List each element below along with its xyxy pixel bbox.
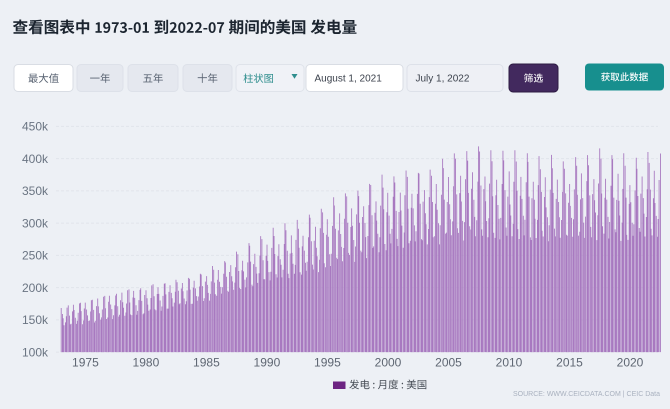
svg-text:2015: 2015	[556, 356, 583, 370]
svg-text:400k: 400k	[22, 152, 49, 166]
svg-text:300k: 300k	[22, 216, 49, 230]
svg-text:150k: 150k	[22, 313, 49, 327]
svg-text:100k: 100k	[22, 345, 49, 359]
svg-text:SOURCE: WWW.CEICDATA.COM | CEI: SOURCE: WWW.CEICDATA.COM | CEIC Data	[513, 391, 660, 398]
svg-text:450k: 450k	[22, 120, 49, 134]
svg-text:1980: 1980	[133, 356, 160, 370]
svg-text:July 1, 2022: July 1, 2022	[416, 74, 470, 85]
svg-text:2010: 2010	[496, 356, 523, 370]
svg-text:1990: 1990	[254, 356, 281, 370]
svg-text:2020: 2020	[617, 356, 644, 370]
svg-text:1995: 1995	[314, 356, 341, 370]
svg-text:2005: 2005	[435, 356, 462, 370]
svg-text:1975: 1975	[72, 356, 99, 370]
svg-text:2000: 2000	[375, 356, 402, 370]
svg-text:250k: 250k	[22, 249, 49, 263]
svg-text:1985: 1985	[193, 356, 220, 370]
svg-text:200k: 200k	[22, 281, 49, 295]
svg-text:August 1, 2021: August 1, 2021	[315, 74, 383, 85]
svg-text:350k: 350k	[22, 184, 49, 198]
